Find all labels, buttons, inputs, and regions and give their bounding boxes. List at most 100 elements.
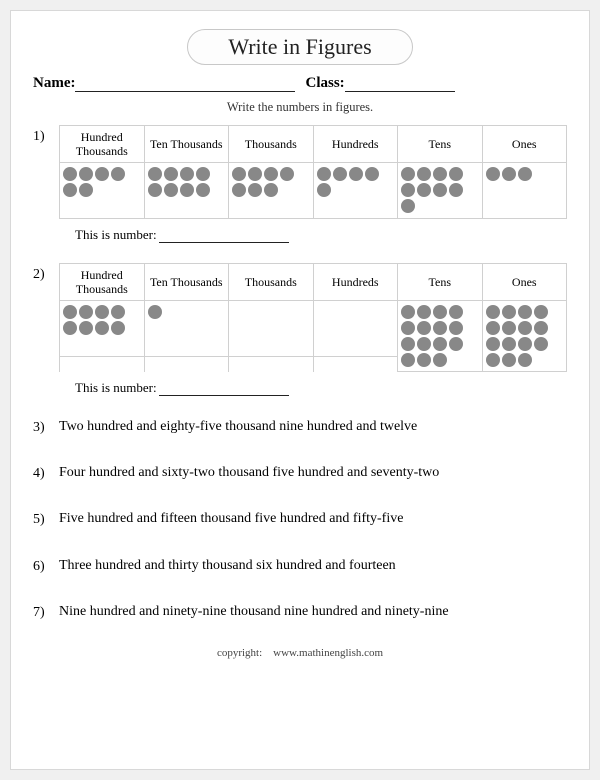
dot-icon <box>148 183 162 197</box>
dot-cell <box>145 301 229 357</box>
place-value-column: Ones <box>483 263 568 372</box>
word-problem-text: Five hundred and fifteen thousand five h… <box>59 508 567 528</box>
dot-icon <box>449 305 463 319</box>
dot-icon <box>433 183 447 197</box>
copyright-line: copyright: www.mathinenglish.com <box>33 647 567 659</box>
dot-icon <box>401 337 415 351</box>
word-problem-text: Nine hundred and ninety-nine thousand ni… <box>59 601 567 621</box>
dot-icon <box>111 167 125 181</box>
column-header: Ones <box>483 125 567 163</box>
dot-icon <box>518 321 532 335</box>
column-header: Hundreds <box>314 125 398 163</box>
word-problem: 7) Nine hundred and ninety-nine thousand … <box>33 601 567 621</box>
dot-icon <box>95 321 109 335</box>
dot-icon <box>248 167 262 181</box>
dot-icon <box>180 183 194 197</box>
dot-icon <box>401 305 415 319</box>
word-problem-text: Two hundred and eighty-five thousand nin… <box>59 416 567 436</box>
dot-icon <box>502 321 516 335</box>
place-value-column: Hundred Thousands <box>60 125 145 219</box>
column-header: Hundred Thousands <box>60 263 144 301</box>
dot-icon <box>449 167 463 181</box>
problem-number: 3) <box>33 416 51 436</box>
dot-icon <box>486 167 500 181</box>
dot-icon <box>349 167 363 181</box>
word-problem: 3) Two hundred and eighty-five thousand n… <box>33 416 567 436</box>
dot-cell <box>60 301 144 357</box>
dot-icon <box>333 167 347 181</box>
dot-icon <box>111 305 125 319</box>
table-problem: 2)Hundred ThousandsTen ThousandsThousand… <box>33 263 567 402</box>
dot-icon <box>401 183 415 197</box>
dot-icon <box>280 167 294 181</box>
table-problem: 1)Hundred ThousandsTen ThousandsThousand… <box>33 125 567 249</box>
place-value-table: Hundred ThousandsTen ThousandsThousandsH… <box>59 263 567 372</box>
dot-icon <box>502 167 516 181</box>
dot-icon <box>79 167 93 181</box>
copyright-label: copyright: <box>217 647 262 659</box>
dot-icon <box>433 167 447 181</box>
dot-icon <box>164 183 178 197</box>
dot-cell <box>229 301 313 357</box>
dot-icon <box>401 353 415 367</box>
dot-icon <box>417 183 431 197</box>
dot-icon <box>317 183 331 197</box>
place-value-column: Ten Thousands <box>145 125 230 219</box>
dot-icon <box>79 321 93 335</box>
dot-icon <box>518 353 532 367</box>
answer-line: This is number: <box>75 227 567 243</box>
column-header: Tens <box>398 125 482 163</box>
dot-icon <box>232 167 246 181</box>
dot-icon <box>417 337 431 351</box>
dot-icon <box>63 167 77 181</box>
dot-icon <box>417 305 431 319</box>
dot-icon <box>63 305 77 319</box>
column-header: Thousands <box>229 125 313 163</box>
dot-icon <box>95 305 109 319</box>
answer-blank[interactable] <box>159 382 289 396</box>
word-problem: 6) Three hundred and thirty thousand six … <box>33 555 567 575</box>
dot-cell <box>398 163 482 219</box>
dot-icon <box>264 167 278 181</box>
dot-cell <box>145 163 229 219</box>
dot-icon <box>502 337 516 351</box>
place-value-column: Hundred Thousands <box>60 263 145 372</box>
dot-icon <box>401 321 415 335</box>
class-blank[interactable] <box>345 76 455 92</box>
page-title: Write in Figures <box>228 34 371 59</box>
column-header: Hundreds <box>314 263 398 301</box>
word-problem: 4)Four hundred and sixty-two thousand fi… <box>33 462 567 482</box>
answer-blank[interactable] <box>159 229 289 243</box>
place-value-column: Hundreds <box>314 263 399 372</box>
dot-icon <box>518 337 532 351</box>
dot-icon <box>232 183 246 197</box>
dot-icon <box>148 167 162 181</box>
column-header: Ten Thousands <box>145 263 229 301</box>
name-blank[interactable] <box>75 76 295 92</box>
place-value-column: Tens <box>398 125 483 219</box>
copyright-site: www.mathinenglish.com <box>273 647 383 659</box>
word-problem-text: Three hundred and thirty thousand six hu… <box>59 555 567 575</box>
dot-icon <box>518 167 532 181</box>
dot-icon <box>502 353 516 367</box>
problem-number: 1) <box>33 125 51 249</box>
dot-icon <box>164 167 178 181</box>
column-header: Tens <box>398 263 482 301</box>
column-header: Thousands <box>229 263 313 301</box>
column-header: Ones <box>483 263 567 301</box>
dot-icon <box>401 167 415 181</box>
problem-number: 7) <box>33 601 51 621</box>
dot-icon <box>196 183 210 197</box>
class-label: Class: <box>305 75 344 92</box>
instruction-text: Write the numbers in figures. <box>33 100 567 115</box>
dot-icon <box>486 337 500 351</box>
dot-icon <box>63 321 77 335</box>
answer-prefix: This is number: <box>75 227 157 243</box>
dot-cell <box>483 163 567 219</box>
dot-icon <box>449 337 463 351</box>
dot-icon <box>486 321 500 335</box>
dot-icon <box>248 183 262 197</box>
dot-icon <box>433 321 447 335</box>
answer-line: This is number: <box>75 380 567 396</box>
problem-number: 6) <box>33 555 51 575</box>
